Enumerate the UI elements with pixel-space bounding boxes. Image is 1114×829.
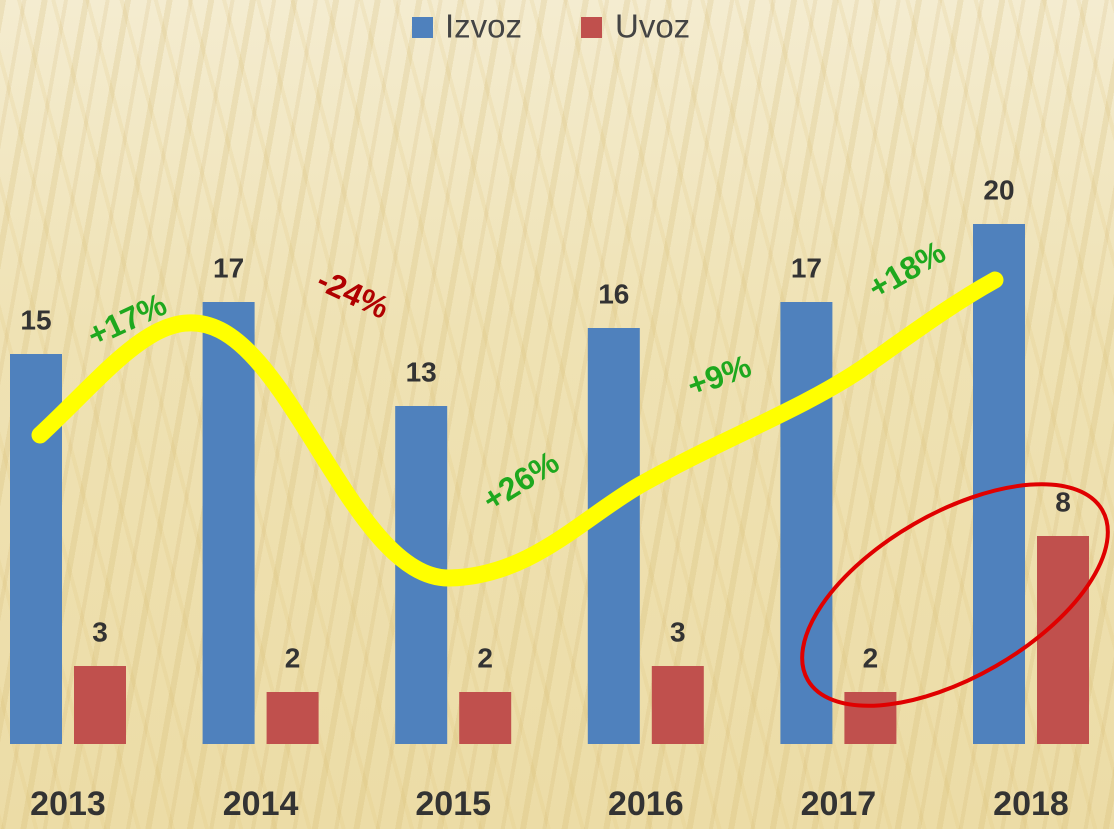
bar	[973, 224, 1025, 744]
trend-curve	[31, 271, 1004, 587]
legend-label: Uvoz	[615, 8, 690, 45]
change-annotation: -24%	[312, 262, 395, 326]
x-tick-label: 2017	[801, 785, 877, 823]
change-annotation: +26%	[476, 444, 565, 518]
x-tick-label: 2016	[608, 785, 684, 823]
data-label: 20	[983, 174, 1014, 205]
data-label: 2	[863, 642, 879, 673]
data-label: 3	[92, 616, 108, 647]
legend-label: Izvoz	[445, 8, 522, 45]
data-label: 3	[670, 616, 686, 647]
data-label: 13	[406, 356, 437, 387]
data-label: 17	[791, 252, 822, 283]
data-label: 2	[477, 642, 493, 673]
change-annotation: +9%	[682, 348, 755, 404]
bar	[266, 692, 319, 744]
x-tick-label: 2015	[415, 785, 491, 823]
change-annotation: +18%	[862, 234, 952, 307]
x-tick-label: 2013	[30, 785, 106, 823]
data-label: 16	[598, 278, 629, 309]
data-label: 8	[1055, 486, 1071, 517]
legend-swatch	[412, 17, 433, 38]
bar	[780, 302, 833, 744]
bar	[459, 692, 512, 744]
highlight-ellipse	[800, 482, 1110, 708]
legend-swatch	[581, 17, 602, 38]
bar	[74, 666, 126, 744]
data-label: 15	[20, 304, 51, 335]
data-label: 17	[213, 252, 244, 283]
bar	[844, 692, 897, 744]
bar	[651, 666, 704, 744]
bar	[587, 328, 640, 744]
data-label: 2	[285, 642, 301, 673]
bar	[1037, 536, 1089, 744]
x-tick-label: 2018	[993, 785, 1069, 823]
x-tick-label: 2014	[223, 785, 299, 823]
bar	[202, 302, 255, 744]
